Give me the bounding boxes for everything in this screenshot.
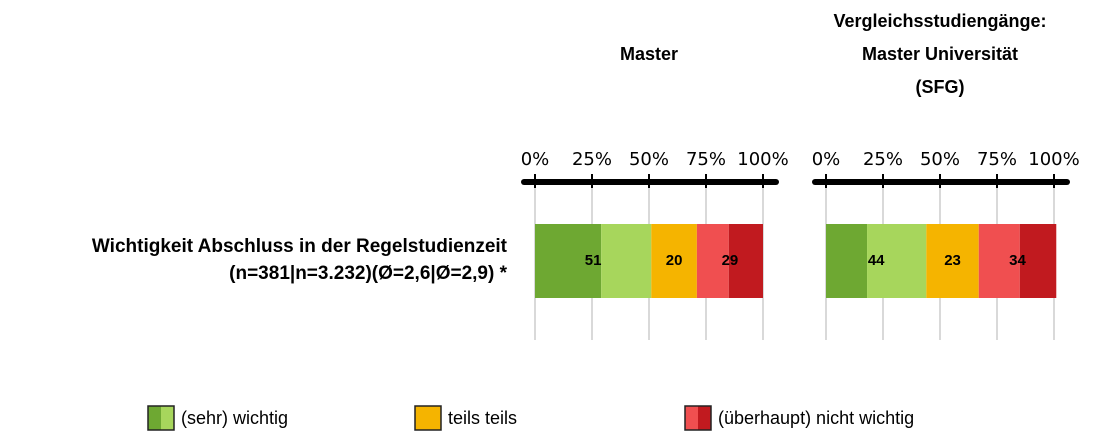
legend-swatch [415, 406, 441, 430]
legend-swatch-border [147, 405, 175, 431]
x-tick-label: 100% [737, 149, 788, 170]
bar-segment [867, 224, 927, 298]
value-label: 29 [722, 252, 739, 269]
panel-title: Vergleichsstudiengänge: [833, 11, 1046, 31]
x-tick-label: 25% [863, 149, 903, 170]
x-tick-label: 100% [1028, 149, 1079, 170]
x-tick-label: 75% [977, 149, 1017, 170]
legend-swatch-border [684, 405, 712, 431]
x-tick-label: 75% [686, 149, 726, 170]
panel-title: Master [620, 44, 678, 64]
legend-label: (sehr) wichtig [181, 408, 288, 428]
bar-segment [728, 224, 763, 298]
legend-swatch [148, 406, 161, 430]
bar-segment [651, 224, 697, 298]
x-tick-label: 25% [572, 149, 612, 170]
bar-segment [926, 224, 979, 298]
legend-label: (überhaupt) nicht wichtig [718, 408, 914, 428]
panel-title: Master Universität [862, 44, 1018, 64]
bar-segment [978, 224, 1020, 298]
value-label: 44 [868, 252, 885, 269]
category-note: (n=381|n=3.232)(Ø=2,6|Ø=2,9) * [229, 263, 507, 284]
panel-title: (SFG) [916, 77, 965, 97]
category-label: Wichtigkeit Abschluss in der Regelstudie… [92, 236, 508, 257]
x-tick-label: 0% [812, 149, 841, 170]
legend-swatch [161, 406, 174, 430]
bar-segment [826, 224, 868, 298]
bar-segment [535, 224, 602, 298]
value-label: 20 [666, 252, 683, 269]
value-label: 51 [585, 252, 602, 269]
value-label: 34 [1009, 252, 1026, 269]
legend-swatch [685, 406, 698, 430]
bar-segment [1019, 224, 1057, 298]
x-tick-label: 50% [920, 149, 960, 170]
x-tick-label: 0% [521, 149, 550, 170]
value-label: 23 [944, 252, 961, 269]
bar-segment [696, 224, 729, 298]
legend-swatch-border [414, 405, 442, 431]
legend-label: teils teils [448, 408, 517, 428]
bar-segment [601, 224, 652, 298]
x-tick-label: 50% [629, 149, 669, 170]
legend-swatch [698, 406, 711, 430]
